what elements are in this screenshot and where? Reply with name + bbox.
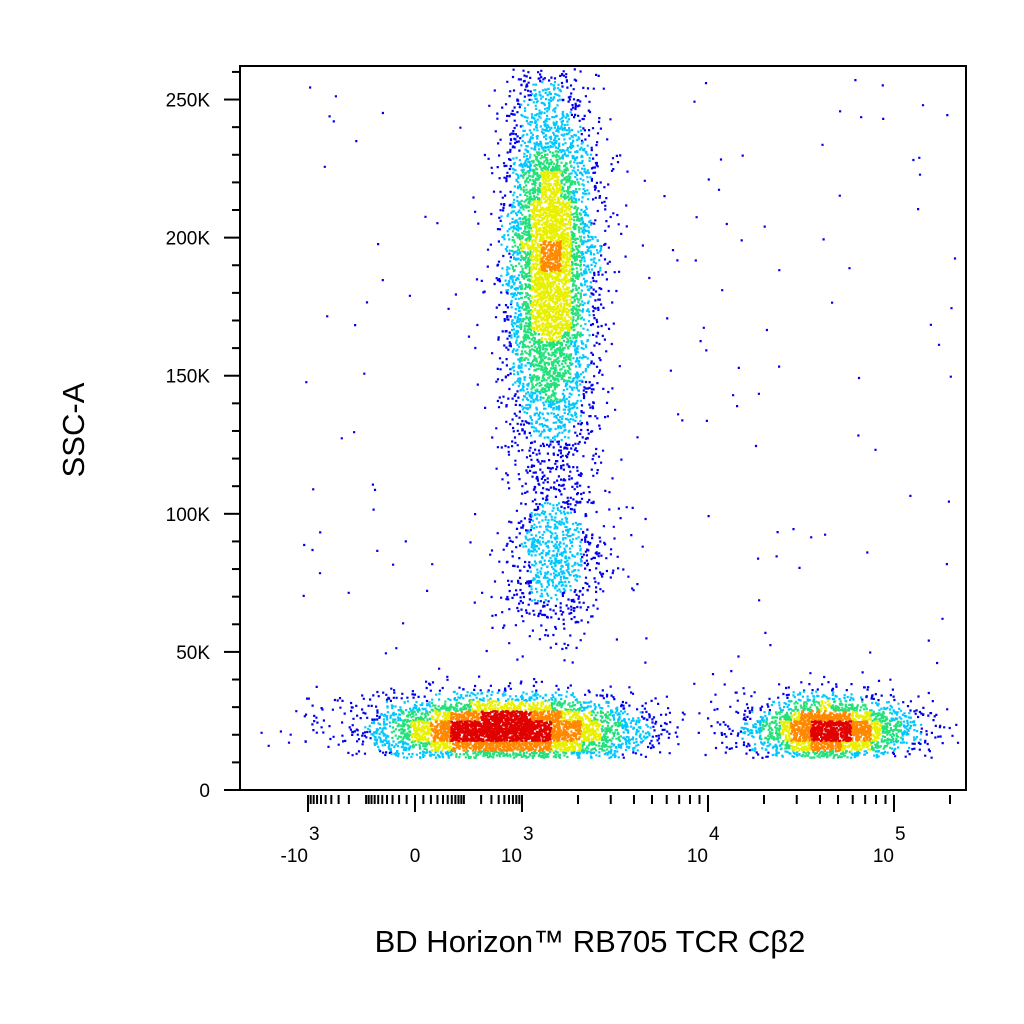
y-tick-label: 100K (166, 505, 211, 526)
x-tick-label: -10 (281, 846, 308, 867)
y-axis-title: SSC-A (56, 382, 91, 477)
y-axis: 0 50K 100K 150K 200K 250K (166, 66, 241, 802)
density-level-2-dots (390, 150, 903, 760)
x-tick-exponent: 4 (709, 824, 720, 845)
x-tick-label: 10 (501, 846, 522, 867)
x-tick-exponent: 5 (895, 824, 906, 845)
x-axis-title: BD Horizon™ RB705 TCR Cβ2 (375, 924, 806, 959)
density-level-5-dots (450, 710, 853, 743)
y-tick-label: 200K (166, 229, 211, 250)
x-tick-exponent: 3 (523, 824, 534, 845)
event-dots (260, 68, 960, 760)
y-tick-label: 50K (176, 643, 210, 664)
density-level-0-dots (260, 68, 960, 760)
x-tick-label: 10 (873, 846, 894, 867)
plot-area-frame (239, 65, 967, 791)
x-tick-exponent: 3 (309, 824, 320, 845)
density-level-1-dots (364, 80, 923, 759)
y-tick-label: 150K (166, 367, 211, 388)
density-level-3-dots (410, 170, 883, 753)
y-tick-label: 0 (199, 781, 210, 802)
x-tick-label: 10 (687, 846, 708, 867)
x-tick-label: 0 (410, 846, 421, 867)
y-tick-label: 250K (166, 91, 211, 112)
